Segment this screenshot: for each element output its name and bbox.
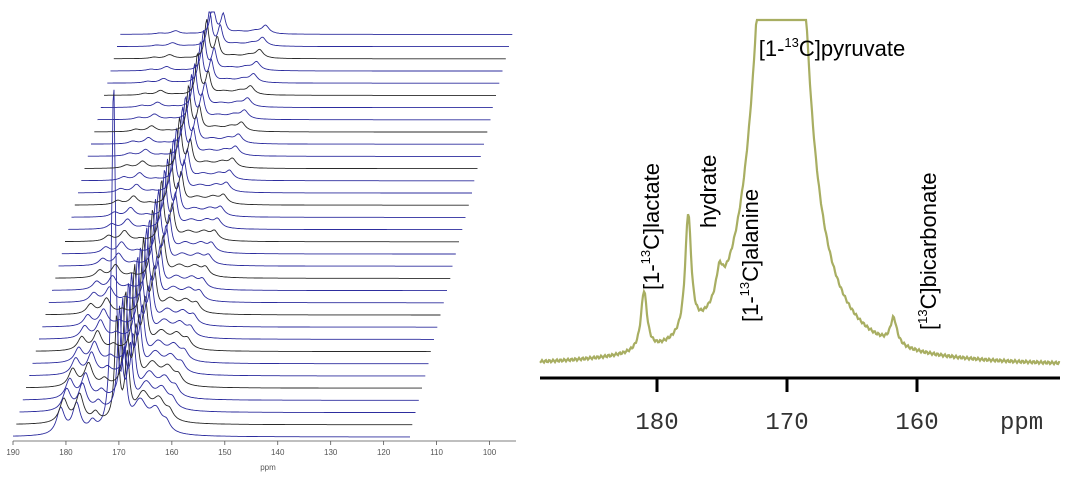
spectrum-plot: 180 170 160 ppm [1-13C]pyruvate [1-13C]lac… [530, 0, 1073, 476]
left-tick-label: 150 [218, 448, 232, 457]
left-x-axis: 190 180 170 160 150 140 130 120 110 100 [6, 440, 516, 457]
right-axis-label: ppm [1000, 410, 1043, 437]
spectrum-trace [13, 89, 410, 438]
left-tick-label: 170 [112, 448, 126, 457]
stacked-spectra-plot: 190 180 170 160 150 140 130 120 110 100 ppm [0, 0, 530, 476]
spectrum-trace [84, 117, 478, 170]
spectrum-trace [39, 256, 434, 340]
spectrum-trace [120, 11, 513, 35]
left-axis-label: ppm [260, 463, 276, 472]
spectrum-trace [117, 11, 509, 48]
spectrum-trace [81, 127, 475, 182]
label-lactate: [1-13C]lactate [638, 163, 664, 290]
spectra-traces [13, 11, 513, 438]
spectrum-trace [26, 291, 422, 389]
left-tick-label: 180 [59, 448, 73, 457]
label-hydrate: hydrate [696, 155, 721, 228]
spectrum-svg: 180 170 160 ppm [1-13C]pyruvate [1-13C]lac… [539, 18, 1061, 437]
label-bicarbonate: [13C]bicarbonate [915, 172, 941, 330]
spectrum-trace [16, 315, 413, 426]
left-tick-label: 130 [324, 448, 338, 457]
spectrum-trace [32, 272, 429, 365]
left-tick-label: 160 [165, 448, 179, 457]
spectrum-trace [78, 137, 472, 194]
label-pyruvate: [1-13C]pyruvate [759, 35, 906, 61]
left-tick-label: 140 [271, 448, 285, 457]
right-tick-label: 170 [765, 410, 808, 437]
spectrum-trace [65, 180, 459, 243]
spectrum-trace [48, 227, 444, 304]
left-tick-label: 110 [430, 448, 443, 457]
right-tick-label: 180 [635, 410, 678, 437]
spectrum-trace [74, 148, 469, 206]
spectrum-trace [71, 158, 466, 218]
spectrum-trace [52, 219, 447, 292]
spectrum-trace [87, 106, 481, 157]
spectrum-line [539, 18, 1061, 367]
spectrum-trace [68, 170, 463, 231]
right-tick-label: 160 [895, 410, 938, 437]
spectrum-trace [55, 209, 451, 279]
spectrum-trace [94, 84, 488, 133]
spectrum-trace [104, 52, 496, 96]
right-x-axis: 180 170 160 [540, 376, 1060, 437]
spectrum-trace [22, 297, 419, 401]
label-alanine: [1-13C]alanine [737, 189, 763, 322]
spectrum-trace [42, 247, 438, 328]
spectrum-trace [113, 19, 506, 60]
left-tick-label: 120 [377, 448, 391, 457]
spectrum-trace [107, 40, 500, 84]
spectrum-trace [35, 264, 431, 353]
spectrum-trace [45, 237, 441, 316]
spectrum-trace [97, 74, 491, 121]
spectrum-trace [19, 305, 416, 413]
left-tick-label: 190 [6, 448, 20, 457]
left-tick-label: 100 [483, 448, 497, 457]
spectrum-trace [61, 189, 456, 255]
spectrum-trace [58, 198, 453, 267]
spectrum-trace [100, 63, 493, 109]
spectrum-trace [110, 30, 503, 72]
spectrum-trace [91, 95, 484, 145]
stacked-spectra-svg: 190 180 170 160 150 140 130 120 110 100 ppm [6, 11, 516, 472]
spectrum-trace [29, 283, 426, 377]
